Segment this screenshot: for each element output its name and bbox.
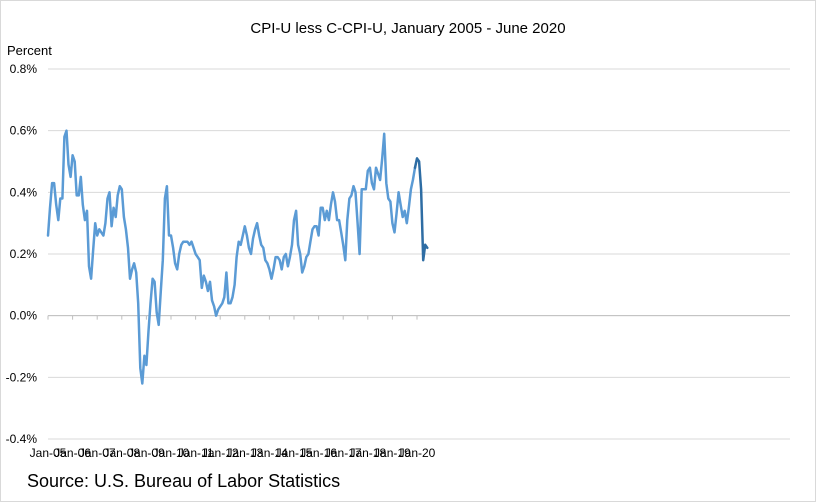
- x-axis-tick-labels: Jan-05Jan-06Jan-07Jan-08Jan-09Jan-10Jan-…: [30, 446, 436, 460]
- y-tick-label: 0.0%: [10, 309, 38, 323]
- x-tick-label: Jan-13: [226, 446, 263, 460]
- chart-title: CPI-U less C-CPI-U, January 2005 - June …: [250, 20, 566, 37]
- y-tick-label: -0.2%: [6, 370, 38, 384]
- y-tick-label: 0.8%: [10, 62, 38, 76]
- source-note: Source: U.S. Bureau of Labor Statistics: [27, 471, 341, 491]
- y-tick-label: 0.2%: [10, 247, 38, 261]
- series-layer: [46, 129, 429, 385]
- series-line-highlight: [413, 157, 429, 262]
- x-tick-label: Jan-10: [153, 446, 190, 460]
- x-tick-label: Jan-17: [325, 446, 362, 460]
- x-axis: [47, 315, 790, 320]
- y-tick-label: -0.4%: [6, 432, 38, 446]
- y-tick-label: 0.4%: [10, 185, 38, 199]
- x-tick-label: Jan-14: [251, 446, 288, 460]
- x-tick-label: Jan-16: [300, 446, 337, 460]
- y-tick-label: 0.6%: [10, 124, 38, 138]
- x-tick-label: Jan-07: [79, 446, 116, 460]
- x-tick-label: Jan-09: [128, 446, 165, 460]
- gridlines: [48, 68, 790, 440]
- x-tick-label: Jan-12: [202, 446, 239, 460]
- y-axis-unit-label: Percent: [7, 43, 52, 58]
- x-tick-label: Jan-18: [349, 446, 386, 460]
- series-line: [46, 129, 417, 385]
- x-tick-label: Jan-08: [103, 446, 140, 460]
- x-tick-label: Jan-05: [30, 446, 67, 460]
- x-tick-label: Jan-19: [374, 446, 411, 460]
- x-tick-label: Jan-20: [399, 446, 436, 460]
- x-tick-label: Jan-15: [276, 446, 313, 460]
- y-axis-tick-labels: 0.8% 0.6% 0.4% 0.2% 0.0% -0.2% -0.4%: [6, 62, 38, 446]
- x-tick-label: Jan-11: [178, 446, 214, 460]
- x-tick-label: Jan-06: [54, 446, 91, 460]
